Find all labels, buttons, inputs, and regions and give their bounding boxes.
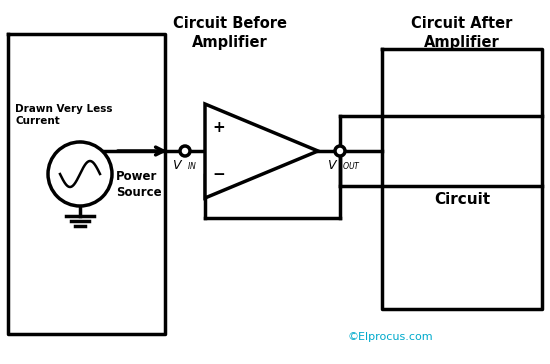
Polygon shape (205, 104, 318, 198)
Text: Drawn Very Less
Current: Drawn Very Less Current (15, 104, 113, 126)
Circle shape (48, 142, 112, 206)
Text: $_{IN}$: $_{IN}$ (187, 161, 197, 173)
Circle shape (335, 146, 345, 156)
Text: $V$: $V$ (172, 159, 183, 172)
Circle shape (180, 146, 190, 156)
Text: Circuit After
Amplifier: Circuit After Amplifier (411, 16, 513, 50)
Text: $_{OUT}$: $_{OUT}$ (342, 161, 361, 173)
Text: $V$: $V$ (327, 159, 338, 172)
Text: +: + (212, 120, 225, 135)
Text: −: − (212, 167, 225, 182)
Text: ©Elprocus.com: ©Elprocus.com (347, 332, 433, 342)
Text: Power
Source: Power Source (116, 170, 162, 198)
Text: Circuit: Circuit (434, 191, 490, 206)
Text: Circuit Before
Amplifier: Circuit Before Amplifier (173, 16, 287, 50)
